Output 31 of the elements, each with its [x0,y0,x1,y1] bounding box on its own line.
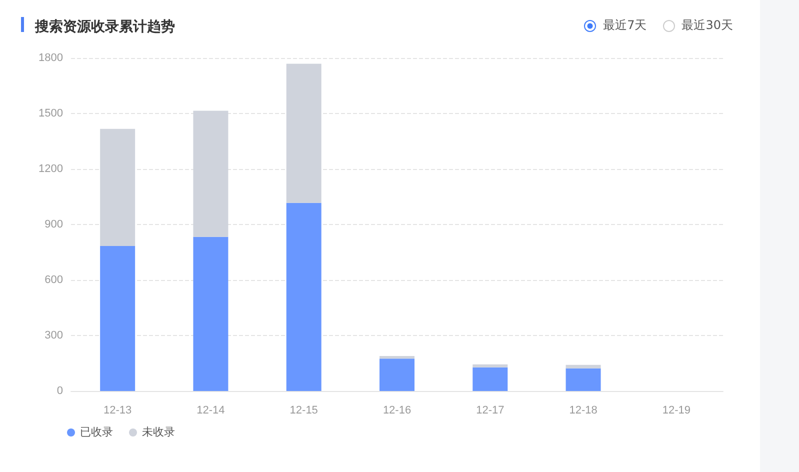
y-tick-label: 1200 [38,163,63,175]
x-tick-label: 12-17 [476,404,504,416]
bar [380,358,414,391]
bar [193,236,228,391]
legend-label: 已收录 [80,426,113,438]
bar [380,356,414,359]
chart-title: 搜索资源收录累计趋势 [34,18,175,34]
text: 最近7天 [603,17,647,34]
bar [472,367,508,391]
x-tick-label: 12-19 [662,404,690,416]
y-tick-label: 1800 [38,52,63,64]
bar [100,246,136,391]
legend-label: 未收录 [142,426,175,438]
y-tick-label: 900 [44,218,63,230]
bar [566,364,601,368]
x-tick-label: 12-18 [569,404,598,416]
y-tick-label: 600 [44,274,63,286]
bar [566,368,601,391]
x-tick-label: 12-15 [290,404,318,416]
y-tick-label: 1500 [38,108,63,120]
bar [193,110,228,237]
y-tick-label: 300 [44,330,63,342]
x-tick-label: 12-13 [104,404,132,416]
bar [286,202,322,391]
x-tick-label: 12-14 [196,404,225,416]
x-tick-label: 12-16 [382,404,412,416]
bar [286,64,322,203]
bar [100,128,136,246]
bar [472,364,508,368]
y-tick-label: 0 [56,385,63,397]
text: 最近30天 [682,17,733,34]
